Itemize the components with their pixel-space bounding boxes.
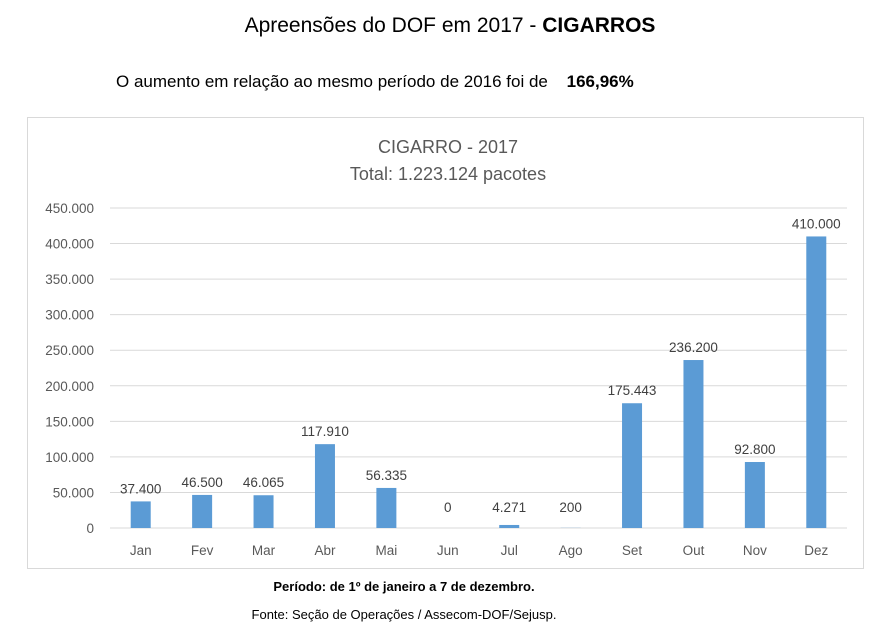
y-tick-label: 200.000 (45, 379, 94, 394)
y-tick-label: 400.000 (45, 237, 94, 252)
x-tick-label: Jul (501, 543, 518, 558)
y-tick-label: 50.000 (53, 485, 94, 500)
data-labels: 37.400 46.500 46.065 117.910 56.335 0 4.271 200… (120, 216, 841, 515)
data-label: 92.800 (734, 442, 775, 457)
period-note: Período: de 1º de janeiro a 7 de dezembr… (0, 578, 808, 596)
x-tick-label: Out (683, 543, 705, 558)
x-tick-label: Abr (314, 543, 336, 558)
data-label: 4.271 (492, 500, 526, 515)
bar-out (683, 360, 703, 528)
chart-subtitle: Total: 1.223.124 pacotes (350, 164, 546, 184)
data-label: 37.400 (120, 481, 161, 496)
x-tick-label: Fev (191, 543, 214, 558)
y-axis-ticks: 0 50.000 100.000 150.000 200.000 250.000 300.0… (45, 201, 94, 536)
bar-mar (254, 495, 274, 528)
y-tick-label: 300.000 (45, 308, 94, 323)
x-tick-label: Jan (130, 543, 152, 558)
y-tick-label: 150.000 (45, 414, 94, 429)
bar-fev (192, 495, 212, 528)
bar-jan (131, 501, 151, 528)
x-tick-label: Jun (437, 543, 459, 558)
data-label: 236.200 (669, 340, 718, 355)
bars (131, 236, 827, 528)
data-label: 175.443 (608, 383, 657, 398)
y-tick-label: 250.000 (45, 343, 94, 358)
x-tick-label: Set (622, 543, 643, 558)
chart-frame: CIGARRO - 2017 Total: 1.223.124 pacotes … (27, 117, 864, 569)
bar-dez (806, 236, 826, 528)
data-label: 46.065 (243, 475, 284, 490)
data-label: 200 (559, 500, 582, 515)
x-tick-label: Mai (375, 543, 397, 558)
x-tick-label: Nov (743, 543, 767, 558)
bar-mai (376, 488, 396, 528)
y-tick-label: 100.000 (45, 450, 94, 465)
data-label: 410.000 (792, 216, 841, 231)
x-tick-label: Mar (252, 543, 276, 558)
source-note: Fonte: Seção de Operações / Assecom-DOF/… (0, 606, 808, 624)
chart-title: CIGARRO - 2017 (378, 137, 518, 157)
bar-abr (315, 444, 335, 528)
bar-jul (499, 525, 519, 528)
bar-set (622, 403, 642, 528)
y-tick-label: 450.000 (45, 201, 94, 216)
y-tick-label: 0 (86, 521, 94, 536)
data-label: 46.500 (181, 475, 222, 490)
x-tick-label: Dez (804, 543, 828, 558)
bar-nov (745, 462, 765, 528)
data-label: 117.910 (301, 424, 349, 439)
y-tick-label: 350.000 (45, 272, 94, 287)
x-tick-label: Ago (559, 543, 583, 558)
x-axis-ticks: Jan Fev Mar Abr Mai Jun Jul Ago Set Out Nov Dez (130, 543, 829, 558)
data-label: 0 (444, 500, 452, 515)
data-label: 56.335 (366, 468, 407, 483)
